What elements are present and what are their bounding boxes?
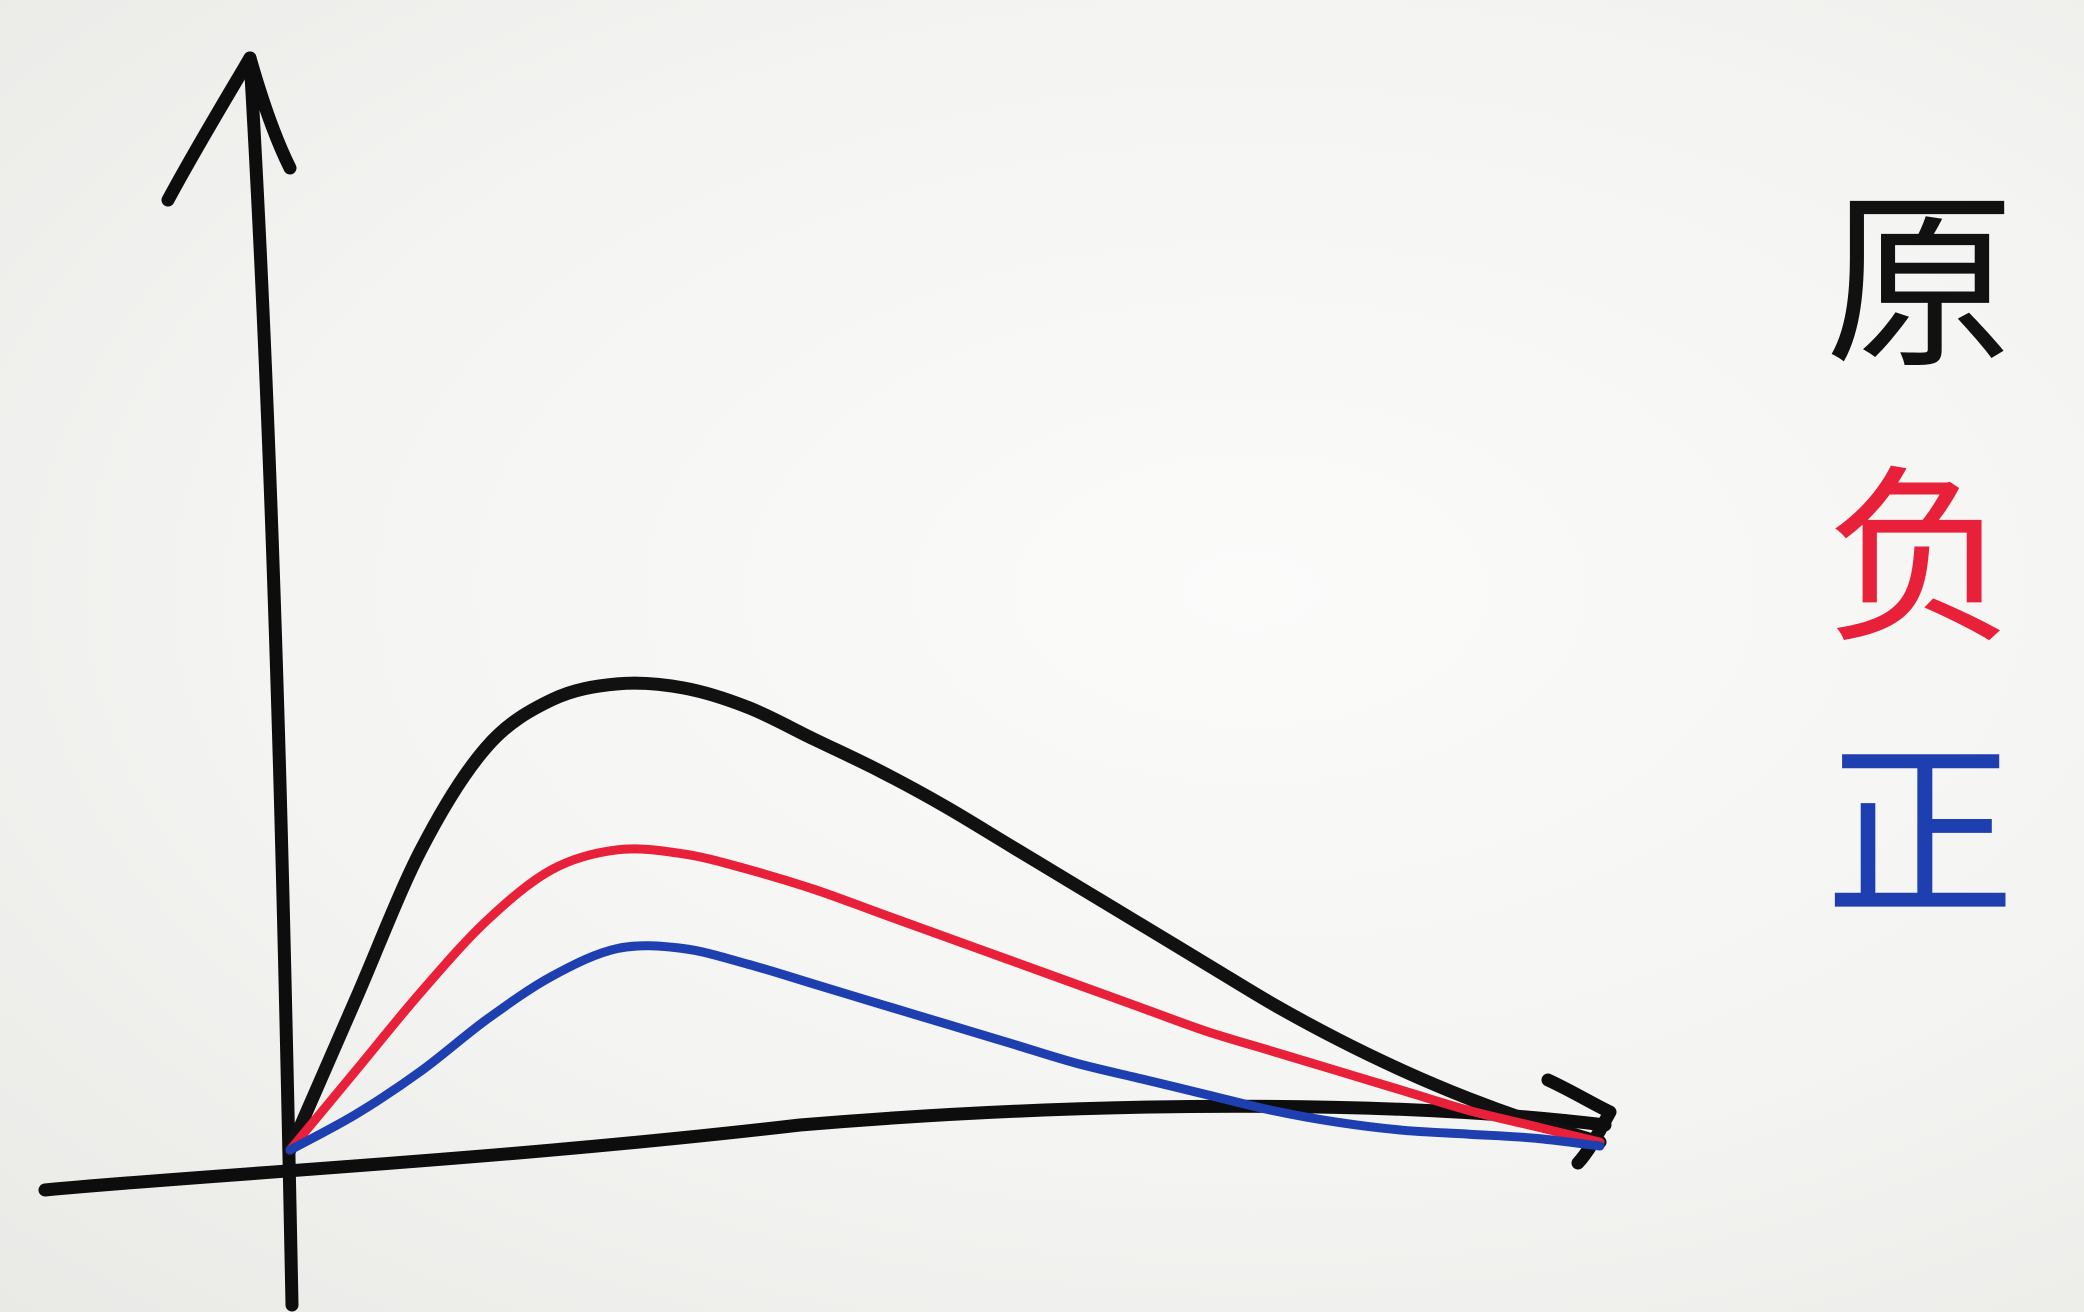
x-axis [38,1099,1612,1197]
legend-entry-positive: 正 [1824,724,2015,945]
series-positive-line [285,941,1605,1155]
y-axis-arrowhead [161,51,297,207]
series-layer [283,676,1607,1157]
legend-entry-negative: 负 [1824,449,2015,670]
series-original-line [283,676,1607,1157]
y-axis [243,51,299,1312]
legend: 原 负 正 [1800,190,2040,1015]
series-negative-line [285,844,1605,1155]
legend-entry-original: 原 [1824,174,2015,395]
axes [38,51,1617,1312]
